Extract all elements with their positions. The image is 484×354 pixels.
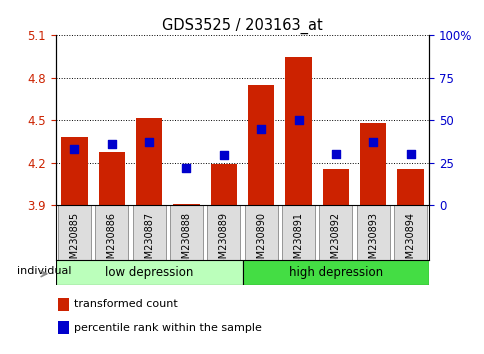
- Bar: [136, 118, 162, 205]
- Text: GSM230889: GSM230889: [218, 212, 228, 271]
- Bar: [211, 164, 236, 205]
- Text: individual: individual: [16, 266, 71, 276]
- Text: high depression: high depression: [288, 266, 382, 279]
- Text: GSM230885: GSM230885: [69, 212, 79, 271]
- Bar: [95, 205, 128, 260]
- Point: [182, 165, 190, 171]
- Text: low depression: low depression: [105, 266, 193, 279]
- Text: GSM230888: GSM230888: [181, 212, 191, 271]
- Bar: [248, 85, 273, 205]
- Point: [71, 147, 78, 152]
- Text: GSM230891: GSM230891: [293, 212, 303, 271]
- Bar: [282, 205, 314, 260]
- Text: GSM230894: GSM230894: [405, 212, 415, 271]
- Bar: [393, 205, 426, 260]
- Text: GSM230893: GSM230893: [367, 212, 378, 271]
- Text: GSM230887: GSM230887: [144, 212, 154, 271]
- Bar: [242, 260, 428, 285]
- Point: [257, 126, 265, 132]
- Bar: [58, 321, 69, 334]
- Bar: [397, 169, 423, 205]
- Bar: [99, 152, 124, 205]
- Bar: [322, 169, 348, 205]
- Bar: [58, 205, 91, 260]
- Point: [369, 139, 377, 145]
- Bar: [360, 123, 385, 205]
- Title: GDS3525 / 203163_at: GDS3525 / 203163_at: [162, 18, 322, 34]
- Bar: [319, 205, 351, 260]
- Bar: [244, 205, 277, 260]
- Point: [219, 152, 227, 158]
- Bar: [56, 260, 242, 285]
- Bar: [58, 298, 69, 311]
- Bar: [170, 205, 202, 260]
- Point: [406, 152, 413, 157]
- Point: [331, 151, 339, 156]
- Bar: [133, 205, 165, 260]
- Bar: [285, 57, 311, 205]
- Bar: [173, 204, 199, 205]
- Text: percentile rank within the sample: percentile rank within the sample: [74, 322, 261, 333]
- Bar: [356, 205, 389, 260]
- Text: transformed count: transformed count: [74, 299, 178, 309]
- Text: GSM230890: GSM230890: [256, 212, 266, 271]
- Point: [294, 118, 302, 123]
- Bar: [61, 137, 87, 205]
- Bar: [207, 205, 240, 260]
- Text: GSM230892: GSM230892: [330, 212, 340, 271]
- Point: [107, 142, 115, 147]
- Text: GSM230886: GSM230886: [106, 212, 117, 271]
- Point: [145, 139, 153, 145]
